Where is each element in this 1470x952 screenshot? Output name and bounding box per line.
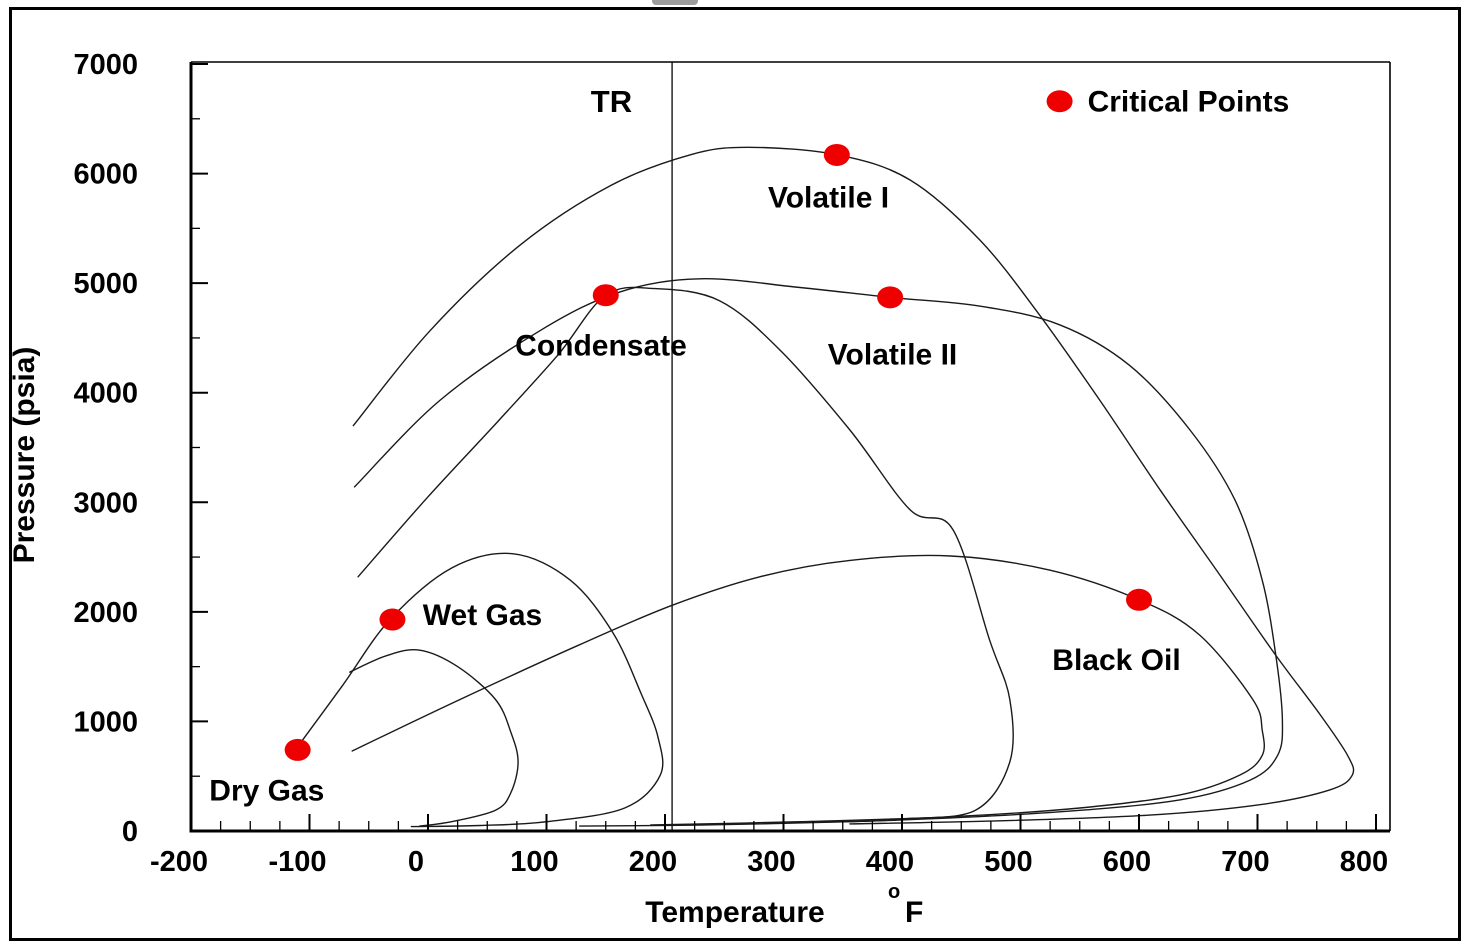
critical-point-dry-gas [284,738,311,761]
critical-point-black-oil [1126,588,1152,611]
annotation-wet-gas: Wet Gas [423,599,543,632]
critical-point-wet-gas [379,608,406,631]
x-tick-label: 800 [1340,846,1388,878]
y-tick-label: 2000 [73,597,138,629]
y-tick-label: 6000 [73,159,138,191]
legend-red-dot-icon [1046,90,1073,113]
y-tick-label: 4000 [73,378,138,410]
dry-gas-envelope [349,649,519,827]
x-tick-label: 0 [408,846,424,878]
x-tick-label: -100 [268,846,326,878]
volatile-ii-envelope [353,278,1284,824]
critical-point-volatile-i [823,143,850,166]
x-tick-label: -200 [150,846,208,878]
reservoir-temperature-label: TR [591,84,632,119]
annotation-volatile-i: Volatile I [768,182,889,215]
y-tick-label: 3000 [73,487,138,519]
y-tick-label: 0 [122,816,138,848]
critical-point-volatile-ii [877,286,904,309]
annotation-condensate: Condensate [515,330,687,363]
volatile-i-envelope [352,146,1355,825]
x-tick-label: 400 [866,846,914,878]
x-axis-unit: F [905,896,923,929]
x-tick-label: 100 [510,846,558,878]
x-axis-unit-degree: o [888,881,900,903]
annotation-volatile-ii: Volatile II [828,338,957,371]
x-axis-title: Temperature [645,896,825,929]
x-tick-label: 700 [1221,846,1269,878]
y-tick-label: 7000 [73,49,138,81]
x-tick-label: 500 [984,846,1032,878]
critical-point-condensate [592,284,619,307]
x-tick-label: 300 [747,846,795,878]
annotation-dry-gas: Dry Gas [209,774,324,807]
legend-label: Critical Points [1088,85,1290,118]
black-oil-envelope [351,554,1265,826]
x-tick-label: 200 [629,846,677,878]
x-tick-label: 600 [1103,846,1151,878]
top-edge-artifact [652,0,698,5]
figure-border [9,7,1461,941]
y-axis-title: Pressure (psia) [8,347,41,564]
annotation-black-oil: Black Oil [1052,644,1180,677]
y-tick-label: 1000 [73,706,138,738]
y-tick-label: 5000 [73,268,138,300]
